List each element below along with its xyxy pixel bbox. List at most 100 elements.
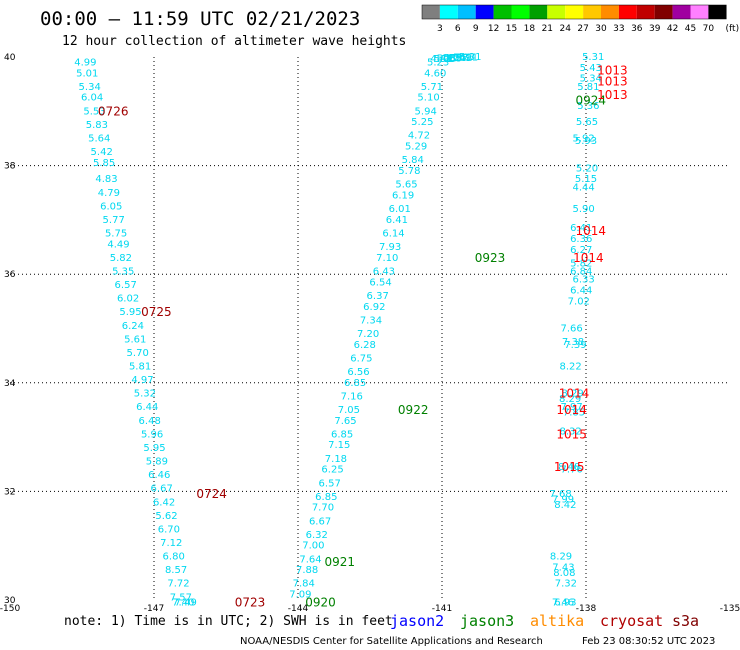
wave-height-values: 4.995.015.346.045.535.835.645.425.854.83… <box>74 52 604 609</box>
colorbar-label: 12 <box>488 24 499 34</box>
wave-height-point: 7.43 <box>552 562 574 573</box>
wave-height-point: 6.19 <box>392 190 414 201</box>
wave-height-point: 5.31 <box>582 52 604 63</box>
wave-height-point: 5.95 <box>119 307 141 318</box>
wave-height-point: 8.29 <box>550 552 572 563</box>
pass-time-label: 1013 <box>597 88 628 102</box>
wave-height-point: 5.87 <box>453 52 475 63</box>
wave-height-point: 5.01 <box>76 68 98 79</box>
wave-height-point: 5.36 <box>577 101 599 112</box>
wave-height-point: 7.34 <box>360 315 382 326</box>
wave-height-point: 6.25 <box>321 465 343 476</box>
wave-height-point: 4.72 <box>408 131 430 142</box>
wave-height-point: 6.75 <box>350 353 372 364</box>
wave-height-point: 6.92 <box>363 302 385 313</box>
wave-height-point: 5.93 <box>575 136 597 147</box>
colorbar-swatch <box>511 5 530 19</box>
wave-height-point: 5.81 <box>129 362 151 373</box>
wave-height-point: 6.43 <box>373 266 395 277</box>
pass-time-label: 1013 <box>597 74 628 88</box>
pass-time-label: 0922 <box>398 403 429 417</box>
colorbar-unit: (ft) <box>726 24 740 34</box>
wave-height-point: 6.85 <box>331 429 353 440</box>
wave-height-point: 7.20 <box>357 329 379 340</box>
wave-height-point: 5.90 <box>572 204 594 215</box>
colorbar-swatch <box>493 5 512 19</box>
wave-height-point: 5.82 <box>570 258 592 269</box>
colorbar-swatch <box>708 5 727 19</box>
wave-height-point: 7.05 <box>338 405 360 416</box>
wave-height-point: 5.62 <box>155 511 177 522</box>
wave-height-point: 6.33 <box>572 275 594 286</box>
footer-timestamp: Feb 23 08:30:52 UTC 2023 <box>582 636 715 647</box>
colorbar-swatch <box>529 5 548 19</box>
wave-height-point: 7.66 <box>560 324 582 335</box>
wave-height-point: 6.57 <box>319 478 341 489</box>
wave-height-point: 7.15 <box>328 440 350 451</box>
pass-time-label: 0923 <box>475 251 506 265</box>
wave-height-point: 5.15 <box>575 174 597 185</box>
colorbar-label: 33 <box>613 24 624 34</box>
wave-height-point: 5.96 <box>141 429 163 440</box>
wave-height-point: 6.84 <box>570 266 592 277</box>
wave-height-point: 8.57 <box>165 565 187 576</box>
colorbar-swatch <box>690 5 709 19</box>
legend-entry: jason2 <box>390 612 444 630</box>
wave-height-point: 7.64 <box>299 554 321 565</box>
wave-height-point: 7.88 <box>296 565 318 576</box>
wave-height-point: 4.99 <box>74 57 96 68</box>
wave-height-point: 5.77 <box>103 215 125 226</box>
colorbar-label: 3 <box>437 24 443 34</box>
wave-height-point: 7.32 <box>555 579 577 590</box>
wave-height-point: 8.29 <box>561 389 583 400</box>
wave-height-point: 8.08 <box>553 568 575 579</box>
colorbar-label: 27 <box>577 24 588 34</box>
wave-height-point: 6.46 <box>148 470 170 481</box>
colorbar-label: 18 <box>524 24 536 34</box>
x-tick-label: -144 <box>288 604 309 614</box>
wave-height-point: 7.99 <box>552 495 574 506</box>
wave-height-point: 5.85 <box>93 158 115 169</box>
axis-tick-labels: -150 -147 -144 -141 -138 -135 30 32 34 36 38 40 <box>0 53 740 614</box>
pass-time-label: 0723 <box>235 596 266 610</box>
y-tick-label: 38 <box>4 162 16 172</box>
wave-height-point: 7.09 <box>289 590 311 601</box>
wave-height-point: 5.89 <box>146 457 168 468</box>
wave-height-point: 5.34 <box>580 74 602 85</box>
wave-height-point: 6.37 <box>367 291 389 302</box>
wave-height-point: 5.83 <box>86 120 108 131</box>
wave-height-point: 6.42 <box>153 497 175 508</box>
wave-height-point: 6.57 <box>115 280 137 291</box>
pass-time-label: 0726 <box>98 104 129 118</box>
wave-height-point: 5.94 <box>415 106 437 117</box>
wave-height-point: 7.72 <box>167 579 189 590</box>
wave-height-point: 5.75 <box>105 228 127 239</box>
wave-height-point: 8.29 <box>559 394 581 405</box>
wave-height-point: 8.22 <box>560 362 582 373</box>
chart-title: 00:00 – 11:59 UTC 02/21/2023 <box>40 8 360 30</box>
colorbar-label: 9 <box>473 24 479 34</box>
wave-height-point: 5.78 <box>398 166 420 177</box>
colorbar: 3 6 9 12 15 18 21 24 27 30 33 36 39 42 45 70 (ft) <box>421 4 740 34</box>
wave-height-point: 5.05 <box>434 54 456 65</box>
x-tick-label: -150 <box>0 604 20 614</box>
wave-height-point: 7.70 <box>312 503 334 514</box>
wave-height-point: 6.02 <box>117 294 139 305</box>
wave-height-point: 6.36 <box>570 234 592 245</box>
wave-height-point: 5.06 <box>443 53 465 64</box>
x-tick-label: -135 <box>720 604 740 614</box>
wave-height-point: 7.76 <box>560 465 582 476</box>
colorbar-swatch <box>422 5 440 19</box>
wave-height-point: 6.85 <box>315 492 337 503</box>
wave-height-point: 5.95 <box>143 443 165 454</box>
wave-height-point: 7.38 <box>562 337 584 348</box>
colorbar-swatch <box>439 5 458 19</box>
note-text: note: 1) Time is in UTC; 2) SWH is in fe… <box>64 614 393 629</box>
wave-height-point: 7.00 <box>302 541 324 552</box>
wave-height-point: 7.68 <box>549 489 571 500</box>
colorbar-label: 15 <box>506 24 517 34</box>
wave-height-point: 6.85 <box>344 378 366 389</box>
legend-entry: cryosat <box>600 612 663 630</box>
colorbar-swatch <box>475 5 494 19</box>
pass-time-label: 0920 <box>305 596 336 610</box>
